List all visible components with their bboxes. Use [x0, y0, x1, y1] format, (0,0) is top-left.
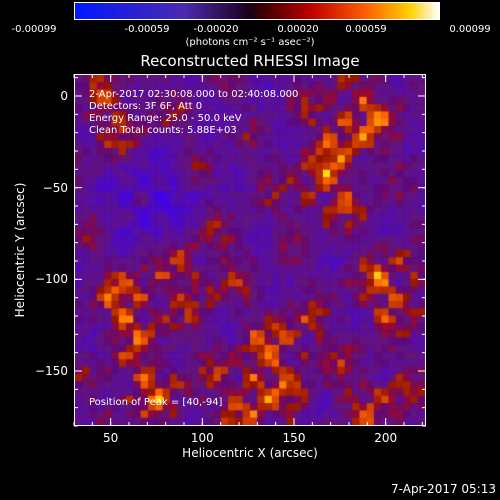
chart-title: Reconstructed RHESSI Image — [140, 52, 360, 70]
energy-range-annotation: Energy Range: 25.0 - 50.0 keV — [89, 113, 242, 124]
y-tick-label: 0 — [60, 89, 68, 103]
x-tick-label: 200 — [374, 431, 398, 445]
colorbar-tick-label: 0.00099 — [449, 24, 491, 35]
colorbar-tick-label: -0.00020 — [193, 24, 239, 35]
x-tick-label: 100 — [190, 431, 214, 445]
heatmap-image — [75, 75, 425, 425]
y-axis-label: Heliocentric Y (arcsec) — [13, 182, 27, 318]
plot-area: 2-Apr-2017 02:30:08.000 to 02:40:08.000 … — [74, 74, 426, 426]
footer-timestamp: 7-Apr-2017 05:13 — [391, 482, 496, 496]
y-tick-label: −100 — [35, 272, 68, 287]
y-tick-label: −50 — [42, 180, 68, 195]
detectors-annotation: Detectors: 3F 6F, Att 0 — [89, 101, 203, 112]
x-axis-label: Heliocentric X (arcsec) — [182, 446, 318, 460]
colorbar-tick-label: 0.00059 — [345, 24, 387, 35]
colorbar-tick-label: -0.00099 — [11, 24, 57, 35]
colorbar — [74, 2, 440, 20]
time-range-annotation: 2-Apr-2017 02:30:08.000 to 02:40:08.000 — [89, 89, 299, 100]
total-counts-annotation: Clean Total counts: 5.88E+03 — [89, 125, 237, 136]
x-tick-label: 150 — [282, 431, 306, 445]
colorbar-unit-label: (photons cm⁻² s⁻¹ asec⁻²) — [185, 37, 315, 48]
colorbar-tick-label: 0.00020 — [277, 24, 319, 35]
y-tick-label: −150 — [35, 364, 68, 378]
x-tick-label: 50 — [103, 431, 119, 445]
peak-position-annotation: Position of Peak = [40,-94] — [89, 397, 223, 408]
colorbar-tick-label: -0.00059 — [124, 24, 170, 35]
